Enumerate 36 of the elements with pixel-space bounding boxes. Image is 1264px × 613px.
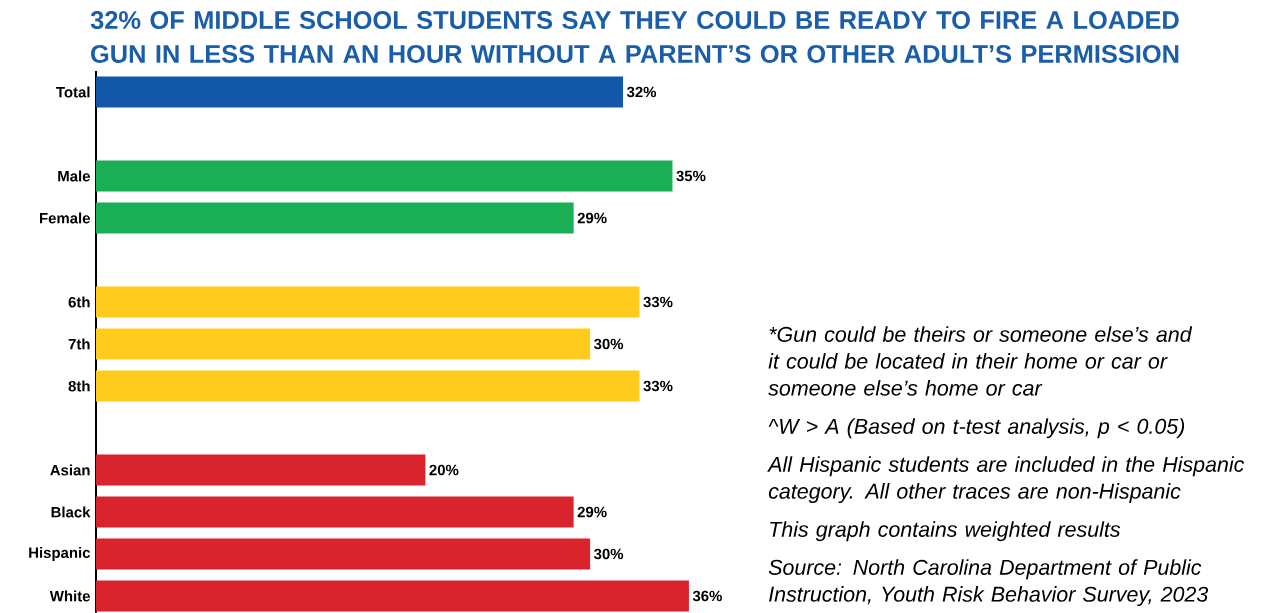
data-label: 36% — [692, 590, 722, 602]
text: *Gun could be theirs or someone else’s and it could be located in their home or car or someone else’s home or car — [768, 326, 1193, 396]
bar — [96, 538, 591, 570]
bar — [96, 202, 574, 234]
chart-title: 32% OF MIDDLE SCHOOL STUDENTS SAY THEY COULD BE READY TO FIRE A LOADED GUN IN LESS THAN AN HOUR WITHOUT A PARENT’S OR OTHER ADULT’S PERMISSION — [90, 11, 1179, 63]
data-label: 20% — [429, 464, 459, 476]
data-label: 30% — [593, 338, 624, 350]
y-tick-label: Total — [56, 86, 90, 98]
bar — [96, 76, 624, 108]
text: ^W > A (Based on t-test analysis, p < 0.05) — [768, 418, 1185, 439]
bar — [96, 496, 574, 528]
bar — [96, 454, 426, 486]
y-tick-label: 6th — [68, 296, 90, 308]
y-tick-label: White — [49, 590, 90, 602]
y-tick-label: Black — [51, 506, 91, 518]
data-label: 29% — [577, 506, 607, 518]
y-tick-label: Hispanic — [29, 547, 91, 561]
data-label: 29% — [577, 212, 607, 224]
bar — [96, 328, 591, 360]
y-tick-label: 7th — [68, 338, 90, 350]
text: All Hispanic students are included in the Hispanic category. All other traces are non-Hispanic — [767, 456, 1245, 504]
data-label: 33% — [643, 380, 673, 392]
data-label: 35% — [676, 170, 706, 182]
bar — [96, 370, 640, 402]
y-tick-label: Female — [39, 212, 90, 224]
data-label: 30% — [593, 548, 624, 560]
bar — [96, 580, 689, 612]
text: This graph contains weighted results — [770, 521, 1121, 542]
data-label: 32% — [626, 86, 657, 98]
bar — [96, 160, 673, 192]
y-tick-label: Male — [58, 170, 90, 182]
data-label: 33% — [643, 296, 673, 308]
y-tick-label: 8th — [68, 380, 90, 392]
y-tick-label: Asian — [50, 464, 90, 476]
bar — [96, 286, 640, 318]
source-note: Source: North Carolina Department of Public Instruction, Youth Risk Behavior Survey, 2023 — [768, 559, 1209, 607]
